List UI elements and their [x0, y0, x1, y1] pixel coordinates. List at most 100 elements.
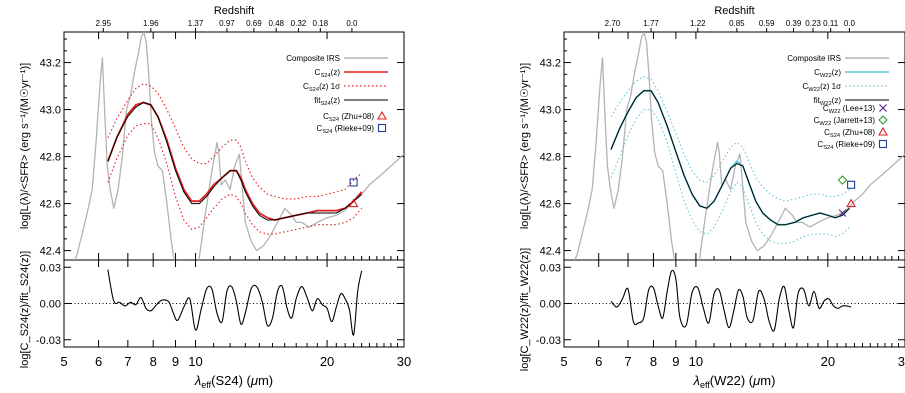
- top-plot-frame: [63, 31, 405, 261]
- redshift-tick-label: 1.22: [690, 19, 706, 28]
- legend-marker-label: CW22 (Jarrett+13): [814, 116, 876, 127]
- x-tick-label: 10: [689, 354, 703, 369]
- redshift-tick-label: 0.0: [346, 19, 358, 28]
- legend-marker-square: [878, 139, 888, 149]
- legend-label: fitW22(z): [814, 96, 842, 107]
- redshift-tick-label: 0.85: [729, 19, 745, 28]
- y-tick-label: 42.4: [40, 246, 61, 258]
- legend-marker-square: [377, 123, 387, 133]
- x-tick-label: 30: [898, 354, 905, 369]
- y-tick-label: 42.4: [540, 246, 561, 258]
- x-tick-label: 6: [595, 354, 602, 369]
- y-tick-label: 43.0: [540, 105, 561, 117]
- composite-irs-line: [574, 32, 905, 260]
- redshift-tick-label: 0.59: [759, 19, 775, 28]
- c-coefficient-line: [610, 89, 851, 226]
- legend-marker-cross: [879, 104, 887, 112]
- redshift-tick-label: 0.11: [823, 19, 839, 28]
- legend-label: CW22(z): [814, 68, 841, 79]
- bottom-plot-frame: [563, 259, 905, 348]
- legend-marker-label: CW22 (Lee+13): [823, 104, 875, 115]
- redshift-tick-label: 0.32: [291, 19, 307, 28]
- legend-label: Composite IRS: [787, 54, 841, 63]
- cross-stroke: [879, 104, 887, 112]
- x-tick-label: 8: [650, 354, 657, 369]
- y-tick-label: 42.8: [40, 152, 61, 164]
- left-panel: 5 6 7 8 9 10 20 30 2.95 1.96 1.37 0.97 0.69 0.48 0.32 0…: [19, 5, 411, 390]
- legend-marker-label: CS24 (Zhu+08): [824, 128, 875, 139]
- legend-label: CS24(z) 1σ: [303, 82, 340, 93]
- residual-line: [610, 269, 852, 332]
- x-tick-label: 7: [624, 354, 631, 369]
- x-tick-label: 30: [397, 354, 411, 369]
- x-tick-label: 10: [188, 354, 202, 369]
- legend-label: CS24(z): [315, 68, 341, 79]
- redshift-tick-label: 0.97: [219, 19, 235, 28]
- c-upper-1sigma-line: [610, 76, 850, 202]
- x-axis-title: λeff(S24) (μm): [194, 373, 273, 390]
- x-tick-label: 9: [672, 354, 679, 369]
- y-tick-label: 42.6: [40, 199, 61, 211]
- fit-line: [610, 90, 850, 226]
- composite-irs-line: [73, 32, 404, 260]
- redshift-tick-label: 1.96: [143, 19, 159, 28]
- legend-label: Composite IRS: [286, 54, 340, 63]
- x-axis-title: λeff(W22) (μm): [693, 373, 776, 390]
- redshift-tick-label: 1.37: [188, 19, 204, 28]
- c-lower-1sigma-line: [107, 123, 363, 235]
- y-axis-title-top: log[L(λ)/<SFR> (erg s⁻¹/(M☉yr⁻¹)]: [19, 63, 31, 229]
- data-marker-triangle: [348, 198, 359, 208]
- y-tick-label: -0.03: [536, 335, 561, 347]
- x-tick-label: 6: [95, 354, 102, 369]
- y-tick-label: 0.00: [540, 299, 561, 311]
- data-marker-square: [349, 178, 358, 187]
- legend-marker-triangle: [377, 110, 387, 120]
- x-tick-label: 5: [60, 354, 67, 369]
- redshift-tick-label: 2.95: [95, 19, 111, 28]
- legend-marker-label: CS24 (Zhu+08): [323, 112, 374, 123]
- residual-line: [107, 269, 363, 336]
- top-series-group: [73, 32, 404, 260]
- redshift-tick-label: 2.70: [605, 19, 621, 28]
- legend-marker-triangle: [878, 126, 888, 136]
- legend-label: CW22(z) 1σ: [802, 82, 841, 93]
- redshift-axis-title: Redshift: [214, 5, 254, 17]
- top-series-group: [574, 32, 905, 260]
- y-tick-label: 43.0: [40, 105, 61, 117]
- bottom-series-group: [64, 269, 404, 336]
- redshift-tick-label: 0.18: [313, 19, 329, 28]
- redshift-tick-label: 0.23: [805, 19, 821, 28]
- redshift-tick-label: 0.39: [786, 19, 802, 28]
- redshift-tick-label: 1.77: [643, 19, 659, 28]
- x-tick-label: 7: [124, 354, 131, 369]
- legend-marker-label: CS24 (Rieke+09): [316, 124, 374, 135]
- legend-marker-diamond: [878, 115, 888, 125]
- fit-line: [107, 102, 363, 221]
- y-tick-label: -0.03: [36, 335, 61, 347]
- y-tick-label: 43.2: [540, 58, 561, 70]
- x-tick-label: 9: [172, 354, 179, 369]
- x-tick-label: 20: [320, 354, 334, 369]
- y-axis-title-bottom: log[C_W22(z)/fit_W22(z)]: [519, 248, 531, 371]
- y-tick-label: 42.8: [540, 152, 561, 164]
- data-marker-square: [847, 180, 856, 189]
- legend-label: fitS24(z): [314, 96, 340, 107]
- redshift-axis-title: Redshift: [714, 5, 754, 17]
- data-marker-triangle: [846, 198, 857, 208]
- legend: Composite IRS CS24(z) CS24(z) 1σ fitS24(z) C…: [286, 54, 388, 135]
- y-tick-label: 0.00: [40, 299, 61, 311]
- y-axis-title-bottom: log[C_S24(z)/fit_S24(z)]: [19, 251, 31, 368]
- y-tick-label: 0.03: [40, 262, 61, 274]
- redshift-tick-label: 0.48: [268, 19, 284, 28]
- y-tick-label: 42.6: [540, 199, 561, 211]
- c-lower-1sigma-line: [610, 109, 850, 245]
- data-marker-diamond: [837, 175, 848, 185]
- legend-marker-label: CS24 (Rieke+09): [817, 140, 875, 151]
- right-panel: 567891020302.701.771.220.850.590.390.230…: [519, 5, 905, 390]
- cross-stroke: [838, 209, 847, 217]
- y-axis-title-top: log[L(λ)/<SFR> (erg s⁻¹/(M☉yr⁻¹)]: [519, 63, 531, 229]
- x-tick-label: 5: [560, 354, 567, 369]
- y-tick-label: 43.2: [40, 58, 61, 70]
